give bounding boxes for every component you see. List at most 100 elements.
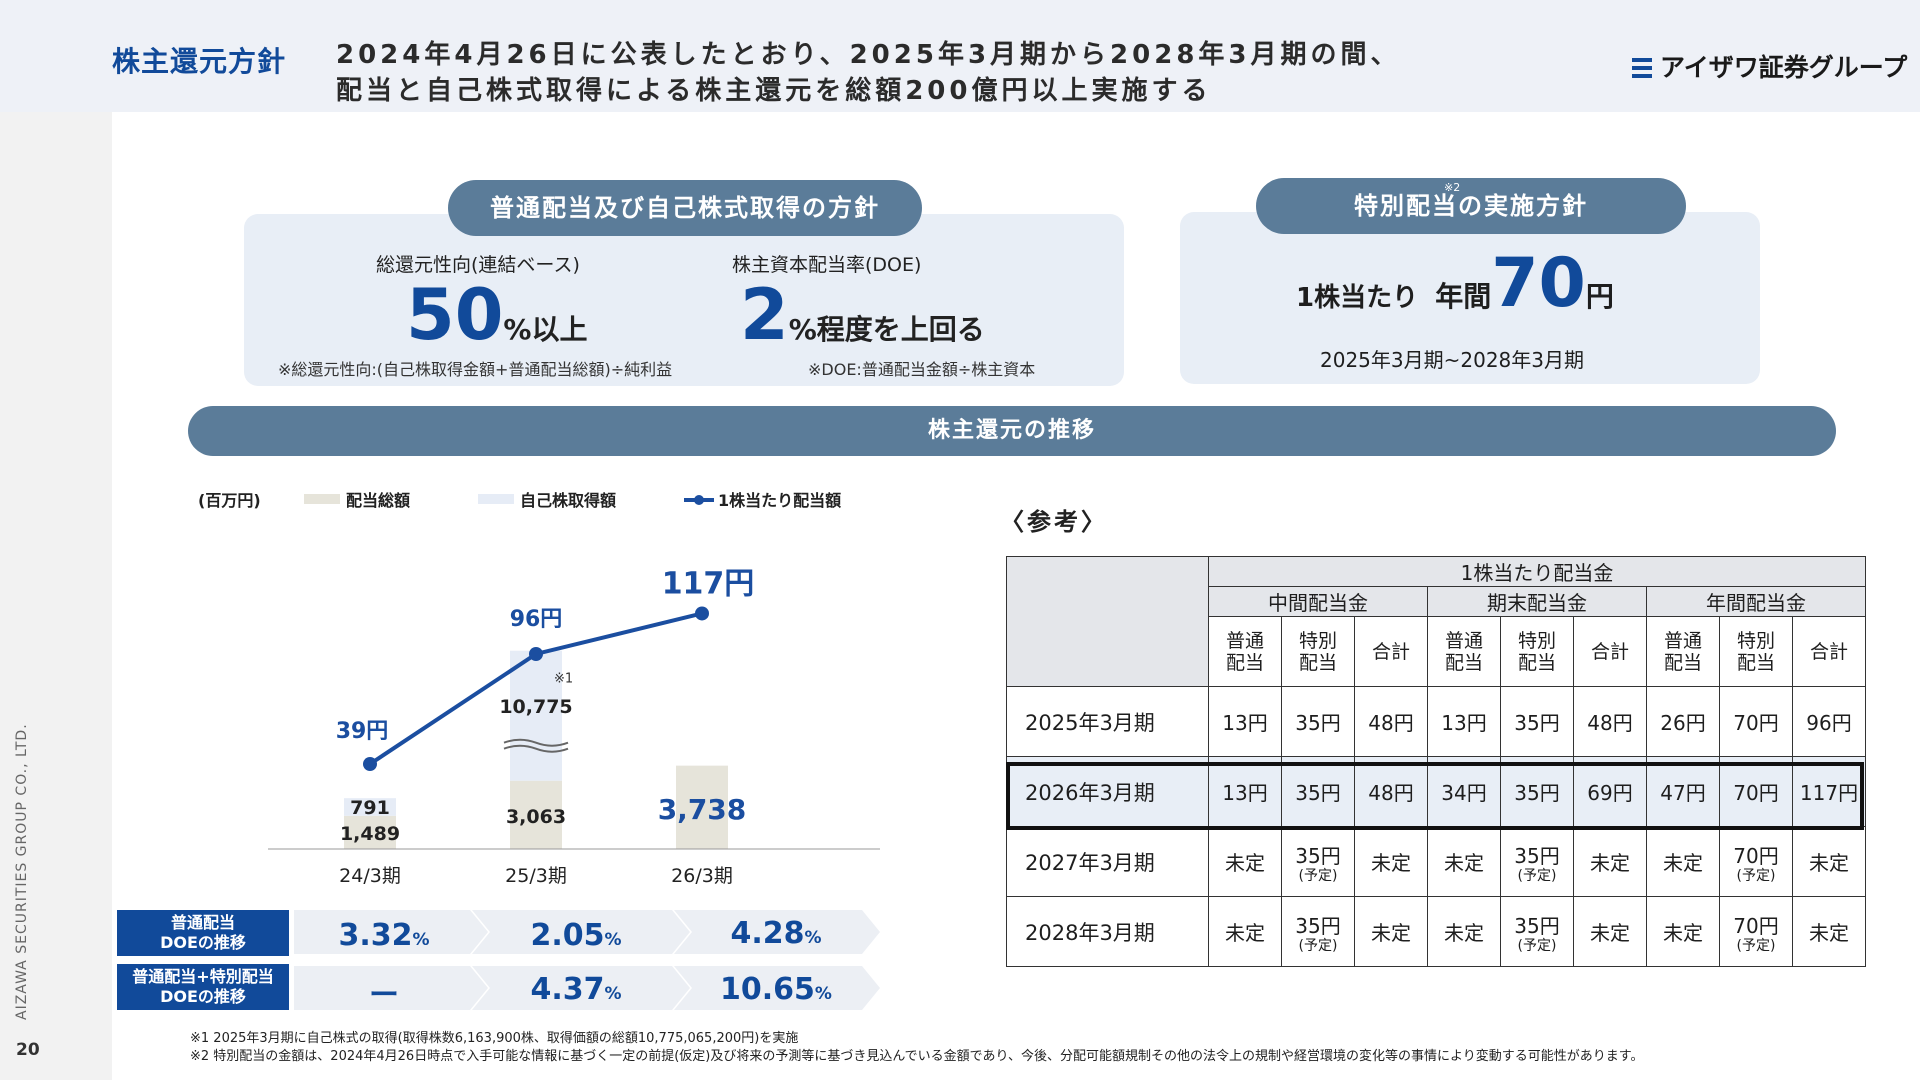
table-cell: 未定 bbox=[1208, 896, 1282, 967]
legend-line-marker bbox=[694, 495, 704, 505]
doe-row-1-label: 普通配当 DOEの推移 bbox=[117, 910, 289, 956]
doe-unit: %程度を上回る bbox=[788, 313, 985, 346]
highlight-row-frame bbox=[1006, 762, 1864, 830]
doe-arrow-backgrounds bbox=[294, 910, 880, 1010]
axis-break-line bbox=[503, 744, 569, 753]
table-cell: 47円 bbox=[1646, 756, 1720, 827]
table-cell: 35円 (予定) bbox=[1281, 896, 1355, 967]
payout-label: 総還元性向(連結ベース) bbox=[376, 254, 580, 276]
special-metric: 1株当たり 年間70円 bbox=[1296, 250, 1614, 318]
special-per-share: 1株当たり bbox=[1296, 283, 1419, 313]
table-cell: 未定 bbox=[1354, 826, 1428, 897]
table-row: 2026年3月期 13円 35円 48円 34円 35円 69円 47円 70円 117円 bbox=[1006, 756, 1866, 827]
table-cell: 13円 bbox=[1208, 756, 1282, 827]
doe-arrow bbox=[472, 910, 690, 954]
logo-mark-icon bbox=[1632, 58, 1652, 78]
doe-note: ※DOE:普通配当金額÷株主資本 bbox=[808, 360, 1036, 379]
table-cell: 48円 bbox=[1573, 686, 1647, 757]
footnote-2: ※2 特別配当の金額は、2024年4月26日時点で入手可能な情報に基づく一定の前… bbox=[190, 1049, 1644, 1064]
footnotes: ※1 2025年3月期に自己株式の取得(取得株数6,163,900株、取得価額の… bbox=[190, 1030, 1643, 1066]
table-cell: 48円 bbox=[1354, 686, 1428, 757]
table-cell: 96円 bbox=[1792, 686, 1866, 757]
table-row-year: 2028年3月期 bbox=[1006, 896, 1209, 967]
table-cell: 未定 bbox=[1573, 826, 1647, 897]
legend-dividend-swatch bbox=[304, 494, 340, 504]
table-cell: 35円 (予定) bbox=[1281, 826, 1355, 897]
table-sub-header: 合計 bbox=[1354, 616, 1428, 687]
table-sub-header: 普通 配当 bbox=[1646, 616, 1720, 687]
table-group-annual: 年間配当金 bbox=[1646, 586, 1866, 617]
dividend-per-share-point bbox=[363, 757, 377, 771]
dividend-per-share-label: 96円 bbox=[510, 607, 563, 632]
doe-row-2-value-1: ー bbox=[369, 978, 399, 1013]
special-panel bbox=[1180, 212, 1760, 384]
table-cell: 未定 bbox=[1792, 826, 1866, 897]
table-sub-header: 特別 配当 bbox=[1281, 616, 1355, 687]
chart-marks: ※1 1,489 791 3,063 10,775 3,738 39円 96円 117円 24/3… bbox=[336, 566, 755, 887]
special-unit: 円 bbox=[1585, 280, 1614, 313]
trend-title-bar: 株主還元の推移 bbox=[188, 406, 1836, 456]
legend-buyback-swatch bbox=[478, 494, 514, 504]
special-pill: 特別配当の実施方針 bbox=[1256, 178, 1686, 234]
company-name-vertical: AIZAWA SECURITIES GROUP CO., LTD. bbox=[14, 723, 30, 1020]
payout-value: 50 bbox=[406, 274, 504, 356]
bar-label-dividend: 3,063 bbox=[506, 806, 566, 828]
bar-buyback bbox=[344, 798, 396, 816]
payout-note: ※総還元性向:(自己株取得金額+普通配当総額)÷純利益 bbox=[278, 360, 673, 379]
doe-arrow bbox=[674, 910, 880, 954]
doe-metric: 2%程度を上回る bbox=[740, 280, 985, 350]
bar-dividend bbox=[676, 765, 728, 849]
table-cell: 未定 bbox=[1208, 826, 1282, 897]
bar-label-buyback: 10,775 bbox=[499, 696, 572, 718]
table-cell: 未定 bbox=[1646, 826, 1720, 897]
table-cell: 未定 bbox=[1427, 896, 1501, 967]
header-band bbox=[0, 0, 1920, 112]
bar-label-buyback: 791 bbox=[350, 797, 390, 819]
side-strip bbox=[0, 112, 112, 1080]
legend-dividend-label: 配当総額 bbox=[346, 491, 410, 510]
table-cell: 117円 bbox=[1792, 756, 1866, 827]
table-cell: 69円 bbox=[1573, 756, 1647, 827]
dividend-per-share-point bbox=[695, 606, 709, 621]
page-number: 20 bbox=[16, 1040, 40, 1060]
table-row: 2028年3月期 未定 35円 (予定) 未定 未定 35円 (予定) 未定 未定 70円 (予定) 未… bbox=[1006, 896, 1866, 967]
reference-dividend-table: 1株当たり配当金 中間配当金 期末配当金 年間配当金 普通 配当 特別 配当 合計 普通配… bbox=[1006, 556, 1866, 967]
doe-label: 株主資本配当率(DOE) bbox=[732, 254, 922, 276]
table-sub-header: 合計 bbox=[1792, 616, 1866, 687]
table-cell: 35円 bbox=[1500, 756, 1574, 827]
table-cell: 35円 (予定) bbox=[1500, 826, 1574, 897]
x-tick-label: 26/3期 bbox=[671, 865, 733, 887]
table-cell: 13円 bbox=[1208, 686, 1282, 757]
doe-row-2-label-line2: DOEの推移 bbox=[160, 987, 246, 1006]
policy-pill: 普通配当及び自己株式取得の方針 bbox=[448, 180, 922, 236]
special-period: 2025年3月期~2028年3月期 bbox=[1320, 348, 1585, 372]
table-group-yearend: 期末配当金 bbox=[1427, 586, 1647, 617]
bar-label-dividend: 1,489 bbox=[340, 823, 400, 845]
buyback-note-mark: ※1 bbox=[554, 672, 573, 687]
x-tick-label: 25/3期 bbox=[505, 865, 567, 887]
headline-line-2: 配当と自己株式取得による株主還元を総額200億円以上実施する bbox=[336, 76, 1212, 106]
table-cell: 34円 bbox=[1427, 756, 1501, 827]
table-cell: 35円 (予定) bbox=[1500, 896, 1574, 967]
table-cell: 未定 bbox=[1354, 896, 1428, 967]
x-tick-label: 24/3期 bbox=[339, 865, 401, 887]
table-cell: 70円 bbox=[1719, 686, 1793, 757]
doe-arrow bbox=[472, 966, 690, 1010]
company-logo: アイザワ証券グループ bbox=[1632, 48, 1907, 84]
footnote-1: ※1 2025年3月期に自己株式の取得(取得株数6,163,900株、取得価額の… bbox=[190, 1031, 799, 1046]
doe-row-2-label: 普通配当+特別配当 DOEの推移 bbox=[117, 964, 289, 1010]
doe-row-2-value-2: 4.37% bbox=[530, 972, 622, 1007]
table-cell: 未定 bbox=[1792, 896, 1866, 967]
table-row: 2025年3月期 13円 35円 48円 13円 35円 48円 26円 70円 96円 bbox=[1006, 686, 1866, 757]
bar-buyback bbox=[510, 650, 562, 781]
payout-unit: %以上 bbox=[503, 313, 588, 346]
table-corner bbox=[1006, 556, 1209, 687]
table-cell: 70円 (予定) bbox=[1719, 896, 1793, 967]
doe-row-2-label-line1: 普通配当+特別配当 bbox=[132, 967, 274, 986]
table-row-year: 2025年3月期 bbox=[1006, 686, 1209, 757]
table-sub-header: 合計 bbox=[1573, 616, 1647, 687]
headline-line-1: 2024年4月26日に公表したとおり、2025年3月期から2028年3月期の間、 bbox=[336, 40, 1401, 70]
table-body: 2025年3月期 13円 35円 48円 13円 35円 48円 26円 70円 96円 2026年… bbox=[1006, 686, 1866, 967]
table-sub-header: 普通 配当 bbox=[1427, 616, 1501, 687]
table-top-header: 1株当たり配当金 bbox=[1208, 556, 1866, 587]
